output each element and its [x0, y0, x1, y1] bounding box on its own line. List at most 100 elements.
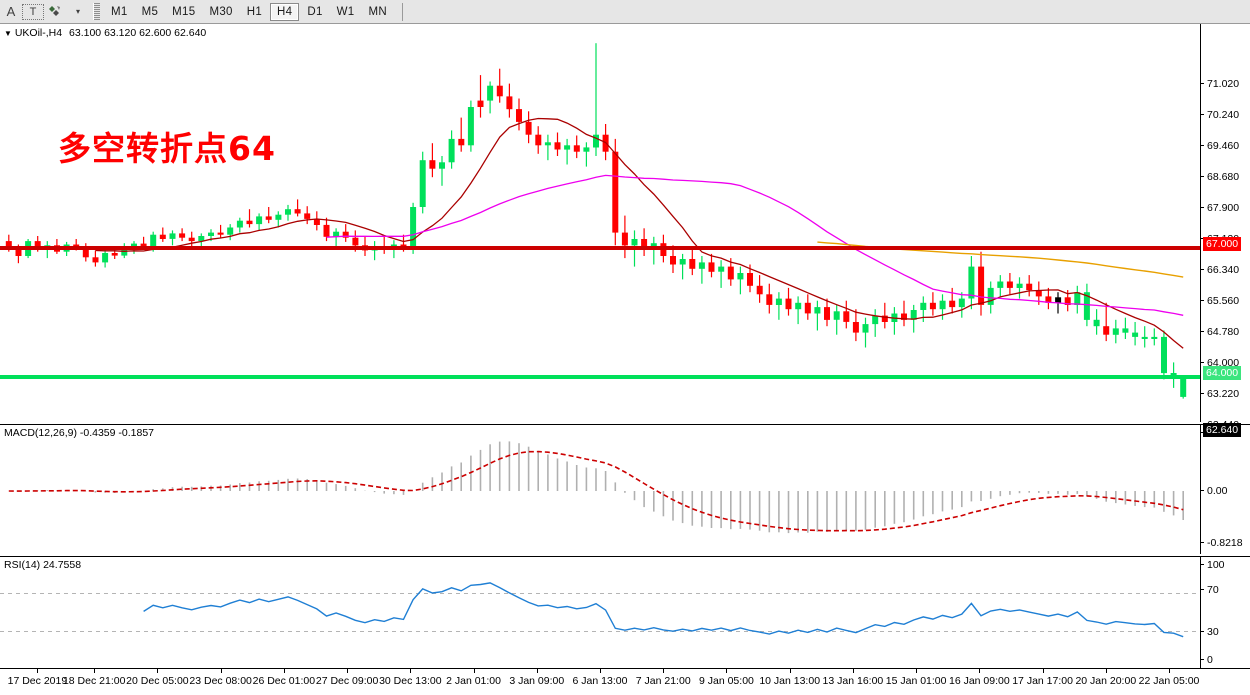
candlestick-series [5, 43, 1187, 399]
time-axis-label: 7 Jan 21:00 [635, 675, 691, 687]
time-tick-mark [157, 669, 159, 673]
time-axis-label: 6 Jan 13:00 [572, 675, 628, 687]
timeframe-m15[interactable]: M15 [172, 5, 196, 18]
macd-tick: -0.8218 [1201, 538, 1250, 548]
time-tick-mark [600, 669, 601, 673]
timeframe-w1[interactable]: W1 [336, 5, 355, 18]
time-tick-mark [916, 669, 918, 673]
time-axis-label: 16 Jan 09:00 [948, 675, 1010, 687]
dropdown-arrow-icon[interactable]: ▾ [67, 1, 89, 23]
time-axis-label: 22 Jan 05:00 [1138, 675, 1200, 687]
support-line-64[interactable] [0, 375, 1200, 379]
timeframe-m30[interactable]: M30 [209, 5, 233, 18]
objects-glyph [49, 5, 60, 16]
rsi-pane[interactable]: RSI(14) 24.7558 100 70 30 0 [0, 556, 1250, 668]
rsi-label: RSI(14) 24.7558 [4, 559, 82, 571]
dropdown-arrow-glyph: ▾ [75, 7, 80, 16]
chart-symbol-header: ▼ UKOil-,H4 63.100 63.120 62.600 62.640 [4, 27, 206, 39]
time-tick-mark [473, 669, 475, 673]
timeframe-h4[interactable]: H4 [270, 2, 300, 21]
time-axis-label: 30 Dec 13:00 [379, 675, 442, 687]
time-axis-label: 23 Dec 08:00 [189, 675, 252, 687]
timeframe-m1[interactable]: M1 [111, 5, 128, 18]
time-axis-label: 18 Dec 21:00 [62, 675, 126, 687]
price-tick: 64.000 [1201, 358, 1250, 368]
toolbar-grip[interactable] [93, 3, 100, 20]
price-tick: 68.680 [1201, 172, 1250, 182]
price-tick: 67.900 [1201, 203, 1250, 213]
price-tick: 70.240 [1201, 110, 1250, 120]
price-tick: 64.780 [1201, 327, 1250, 337]
time-tick-mark [1042, 669, 1044, 673]
timeframe-d1[interactable]: D1 [307, 5, 323, 18]
macd-pane[interactable]: MACD(12,26,9) -0.4359 -0.1857 0.94520.00… [0, 424, 1250, 554]
time-tick-mark [726, 669, 728, 673]
time-tick-mark [283, 669, 285, 673]
price-tag-62-640: 62.640 [1203, 423, 1242, 437]
objects-dropdown-icon[interactable] [44, 1, 67, 23]
time-axis-label: 20 Jan 20:00 [1075, 675, 1137, 687]
price-tick: 65.560 [1201, 296, 1250, 306]
time-tick-mark [1105, 669, 1107, 673]
time-tick-mark [979, 669, 981, 673]
price-tick: 71.020 [1201, 79, 1250, 89]
time-axis-label: 3 Jan 09:00 [509, 675, 565, 687]
time-tick-mark [220, 669, 222, 673]
text-tool-icon[interactable]: A [6, 4, 16, 19]
time-tick-mark [37, 669, 39, 673]
chart-canvas[interactable]: ▼ UKOil-,H4 63.100 63.120 62.600 62.640 … [0, 24, 1250, 695]
time-axis-label: 17 Jan 17:00 [1012, 675, 1073, 687]
timeframe-group: M1 M5 M15 M30 H1 H4 D1 W1 MN [104, 2, 394, 21]
time-tick-mark [410, 669, 412, 673]
macd-plot[interactable]: MACD(12,26,9) -0.4359 -0.1857 [0, 425, 1200, 554]
time-tick-mark [789, 669, 791, 673]
time-axis-label: 9 Jan 05:00 [698, 675, 754, 687]
rsi-plot[interactable]: RSI(14) 24.7558 [0, 557, 1200, 668]
time-axis-label: 20 Dec 05:00 [126, 675, 189, 687]
rsi-scale: 100 70 30 0 [1200, 557, 1250, 668]
price-pane[interactable]: ▼ UKOil-,H4 63.100 63.120 62.600 62.640 … [0, 24, 1250, 437]
timeframe-h1[interactable]: H1 [246, 5, 263, 18]
time-axis-label: 2 Jan 01:00 [446, 675, 501, 687]
time-axis-label: 10 Jan 13:00 [759, 675, 821, 687]
rsi-series [0, 582, 1200, 638]
rsi-tick: 30 [1201, 627, 1250, 637]
resistance-line-67[interactable] [0, 246, 1200, 250]
text-label-tool-icon[interactable]: T [22, 3, 44, 20]
rsi-tick: 70 [1201, 585, 1250, 595]
price-tag-67-000: 67.000 [1203, 237, 1242, 251]
price-tag-64-000: 64.000 [1203, 366, 1242, 380]
time-axis[interactable]: 17 Dec 2019 18 Dec 21:00 20 Dec 05:00 23 De… [0, 668, 1250, 695]
price-plot[interactable]: ▼ UKOil-,H4 63.100 63.120 62.600 62.640 … [0, 24, 1200, 422]
time-axis-label: 27 Dec 09:00 [315, 675, 379, 687]
time-tick-mark [1169, 669, 1171, 673]
ohlc-values: 63.100 63.120 62.600 62.640 [69, 27, 207, 39]
time-axis-label: 17 Dec 2019 [7, 675, 68, 687]
rsi-tick: 0 [1201, 655, 1250, 665]
time-tick-mark [347, 669, 349, 673]
price-tick: 69.460 [1201, 141, 1250, 151]
time-axis-label: 15 Jan 01:00 [885, 675, 947, 687]
chart-toolbar: A T ▾ M1 M5 M15 M30 H1 H4 D1 W1 MN [0, 0, 1250, 24]
time-axis-label: 13 Jan 16:00 [822, 675, 884, 687]
chart-annotation-text: 多空转折点64 [58, 129, 276, 168]
time-tick-mark [94, 669, 96, 673]
price-scale[interactable]: 71.02070.24069.46068.68067.90067.12066.3… [1200, 24, 1250, 437]
collapse-icon[interactable]: ▼ [4, 29, 12, 38]
macd-label: MACD(12,26,9) -0.4359 -0.1857 [4, 427, 154, 439]
price-tick: 63.220 [1201, 389, 1250, 399]
price-tick: 66.340 [1201, 265, 1250, 275]
time-axis-label: 26 Dec 01:00 [252, 675, 316, 687]
timeframe-m5[interactable]: M5 [141, 5, 159, 18]
time-tick-mark [852, 669, 854, 673]
symbol-label: UKOil-,H4 [14, 27, 63, 39]
macd-scale: 0.94520.00-0.8218 [1200, 425, 1250, 554]
toolbar-separator [402, 2, 404, 21]
timeframe-mn[interactable]: MN [368, 5, 388, 18]
macd-series [8, 441, 1184, 534]
time-tick-mark [536, 669, 538, 673]
time-tick-mark [663, 669, 665, 673]
macd-tick: 0.00 [1201, 486, 1250, 496]
rsi-tick: 100 [1201, 560, 1250, 570]
